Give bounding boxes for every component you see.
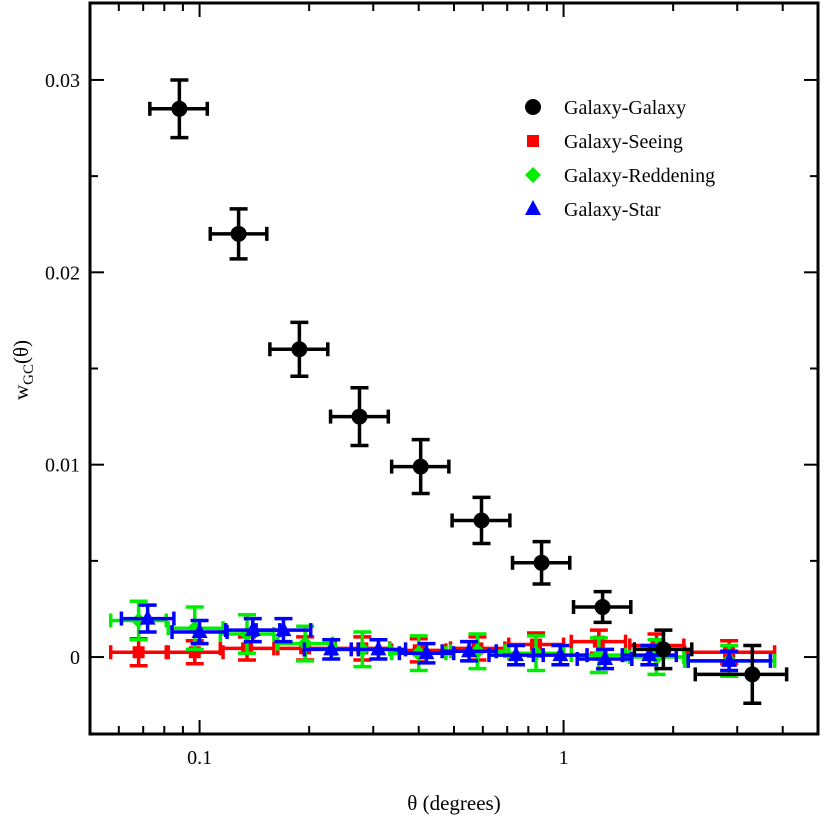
legend-marker: [525, 200, 541, 215]
galaxy-galaxy-point: [148, 78, 210, 140]
galaxy-seeing-point: [108, 637, 169, 668]
series-galaxy-galaxy: [148, 78, 789, 705]
legend-marker: [525, 167, 541, 183]
legend-label: Galaxy-Galaxy: [564, 97, 686, 119]
galaxy-star-marker: [641, 646, 658, 662]
galaxy-galaxy-marker: [533, 554, 550, 571]
galaxy-star-marker: [323, 640, 340, 656]
series-galaxy-star: [119, 603, 773, 673]
legend-label: Galaxy-Reddening: [564, 165, 715, 187]
data-series: [108, 78, 789, 705]
galaxy-star-marker: [721, 651, 738, 667]
galaxy-star-point: [302, 637, 361, 661]
galaxy-galaxy-point: [693, 643, 789, 705]
galaxy-star-marker: [418, 644, 435, 660]
galaxy-galaxy-marker: [291, 341, 308, 358]
legend-marker: [525, 99, 541, 115]
galaxy-galaxy-marker: [744, 666, 761, 683]
legend-marker: [527, 135, 539, 147]
galaxy-star-marker: [507, 646, 524, 662]
galaxy-galaxy-marker: [594, 599, 611, 616]
galaxy-star-marker: [552, 646, 569, 662]
x-tick-label: 1: [559, 747, 569, 769]
galaxy-galaxy-point: [328, 385, 391, 448]
y-axis-title-base: w: [9, 384, 33, 400]
legend-item-galaxy-reddening: Galaxy-Reddening: [525, 165, 715, 187]
galaxy-star-point: [170, 618, 229, 646]
x-axis-title: θ (degrees): [407, 791, 500, 815]
galaxy-galaxy-point: [208, 207, 269, 261]
galaxy-star-marker: [139, 609, 156, 625]
galaxy-galaxy-marker: [473, 512, 490, 529]
y-tick-label: 0: [70, 647, 80, 669]
legend-item-galaxy-galaxy: Galaxy-Galaxy: [525, 97, 686, 119]
galaxy-galaxy-marker: [351, 408, 368, 425]
galaxy-galaxy-marker: [171, 100, 188, 117]
galaxy-galaxy-point: [632, 628, 694, 671]
galaxy-star-point: [119, 603, 176, 634]
galaxy-star-point: [254, 616, 313, 644]
axis-ticks: [89, 3, 819, 734]
x-tick-label: 0.1: [187, 747, 212, 769]
galaxy-star-marker: [370, 640, 387, 656]
galaxy-star-marker: [597, 649, 614, 665]
galaxy-seeing-marker: [132, 646, 145, 659]
galaxy-galaxy-marker: [230, 225, 247, 242]
galaxy-star-point: [397, 641, 456, 665]
y-tick-label: 0.03: [45, 70, 80, 92]
galaxy-star-marker: [191, 623, 208, 639]
legend-item-galaxy-star: Galaxy-Star: [525, 199, 661, 221]
galaxy-galaxy-marker: [655, 641, 672, 658]
galaxy-galaxy-marker: [412, 458, 429, 475]
galaxy-reddening-point: [108, 599, 169, 642]
tick-labels: 0.1 1 0 0.01 0.02 0.03: [45, 70, 569, 769]
y-axis-title: wGC(θ): [9, 340, 37, 400]
galaxy-star-point: [440, 639, 498, 663]
y-tick-label: 0.02: [45, 262, 80, 284]
galaxy-galaxy-point: [571, 589, 633, 625]
legend-item-galaxy-seeing: Galaxy-Seeing: [527, 131, 683, 153]
legend-label: Galaxy-Seeing: [564, 131, 683, 153]
y-tick-label: 0.01: [45, 455, 80, 477]
galaxy-star-marker: [275, 621, 292, 637]
galaxy-galaxy-point: [268, 320, 330, 378]
galaxy-galaxy-point: [389, 437, 451, 496]
galaxy-galaxy-point: [450, 495, 512, 546]
series-galaxy-reddening: [108, 599, 777, 679]
y-axis-title-subscript: GC: [21, 364, 37, 385]
y-axis-title-suffix: (θ): [9, 340, 33, 364]
galaxy-star-marker: [461, 642, 478, 658]
galaxy-galaxy-point: [510, 539, 572, 586]
galaxy-star-point: [686, 649, 773, 673]
legend-label: Galaxy-Star: [564, 199, 661, 221]
legend: Galaxy-Galaxy Galaxy-Seeing Galaxy-Reddeni…: [525, 97, 715, 221]
